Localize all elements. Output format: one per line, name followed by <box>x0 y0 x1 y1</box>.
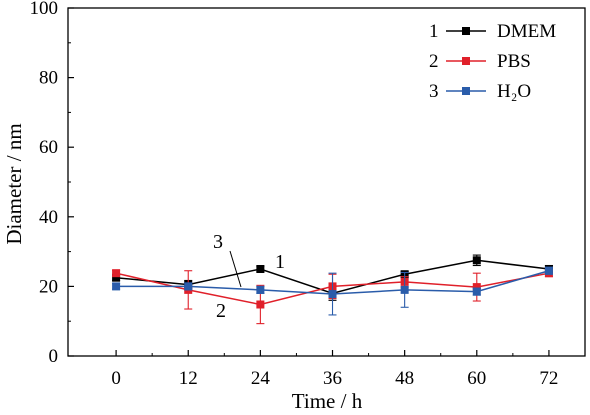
data-point <box>472 256 481 265</box>
data-point <box>256 265 265 273</box>
y-axis-title: Diameter / nm <box>2 123 26 244</box>
legend-number: 2 <box>429 51 439 72</box>
legend-number: 1 <box>429 21 439 42</box>
data-point <box>400 285 409 294</box>
x-tick-label: 60 <box>467 368 486 389</box>
legend-label-h2o: H₂O <box>497 81 531 102</box>
curve-label-2: 2 <box>216 300 226 322</box>
x-tick-label: 36 <box>323 368 342 389</box>
data-point <box>472 283 481 292</box>
x-tick-label: 48 <box>395 368 414 389</box>
data-point <box>256 285 265 294</box>
data-point <box>544 266 553 275</box>
y-tick-label: 0 <box>49 346 59 367</box>
legend-label-dmem: DMEM <box>497 21 556 42</box>
curve-label-3: 3 <box>213 231 223 253</box>
y-tick-label: 20 <box>39 276 58 297</box>
data-point <box>328 290 337 299</box>
series-2 <box>112 266 553 316</box>
legend-entry-pbs: 2 PBS <box>429 51 531 72</box>
curve-label-1: 1 <box>275 251 285 273</box>
data-point <box>472 287 481 296</box>
data-point <box>112 269 121 278</box>
legend-entry-h2o: 3 H₂O <box>429 81 531 102</box>
legend-entry-dmem: 1 DMEM <box>429 21 556 42</box>
y-tick-label: 100 <box>30 0 59 19</box>
series-layer <box>112 254 553 325</box>
x-tick-label: 72 <box>539 368 558 389</box>
curve-label-3-leader <box>229 250 242 288</box>
data-point <box>112 282 121 291</box>
data-point <box>256 300 265 309</box>
legend-marker-h2o <box>462 87 470 95</box>
legend-marker-pbs <box>462 57 470 65</box>
y-tick-label: 60 <box>39 137 58 158</box>
data-point <box>112 273 121 282</box>
curve-annotations: 3 1 2 <box>213 231 285 322</box>
x-tick-label: 12 <box>179 368 198 389</box>
data-point <box>184 282 193 291</box>
legend-label-pbs: PBS <box>497 51 531 72</box>
x-axis-title: Time / h <box>292 389 363 413</box>
x-tick-label: 0 <box>111 368 121 389</box>
y-tick-label: 40 <box>39 207 58 228</box>
y-tick-label: 80 <box>39 68 58 89</box>
legend: 1 DMEM 2 PBS 3 H₂O <box>429 21 556 102</box>
legend-marker-dmem <box>462 27 470 35</box>
x-tick-label: 24 <box>251 368 271 389</box>
legend-number: 3 <box>429 81 439 102</box>
